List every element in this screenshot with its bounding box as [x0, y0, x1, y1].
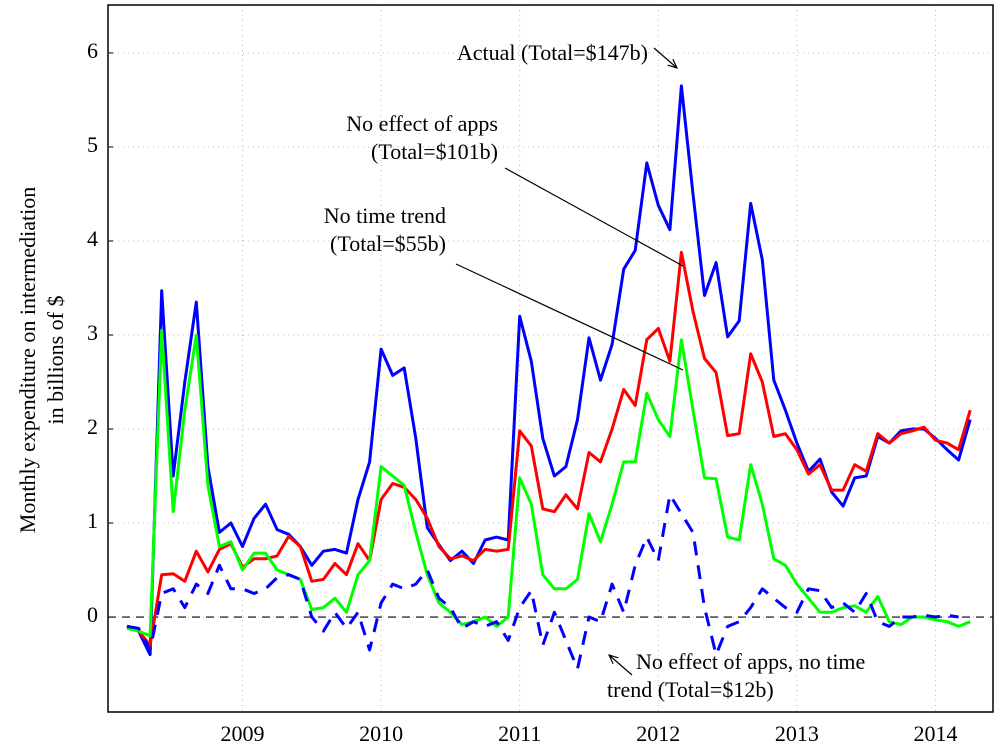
annotation: (Total=$101b) — [371, 139, 498, 164]
x-tick-label: 2014 — [914, 721, 958, 746]
y-tick-label: 3 — [87, 320, 98, 345]
x-tick-label: 2010 — [359, 721, 403, 746]
y-tick-label: 4 — [87, 226, 98, 251]
y-tick-label: 5 — [87, 132, 98, 157]
series-line — [126, 84, 972, 657]
y-tick-label: 0 — [87, 602, 98, 627]
labels: Monthly expenditure on intermediation in… — [15, 40, 865, 702]
grid — [108, 5, 993, 712]
annotation: No effect of apps — [346, 111, 498, 136]
annotation: No effect of apps, no time — [636, 649, 865, 674]
y-tick-label: 2 — [87, 414, 98, 439]
y-tick-label: 6 — [87, 38, 98, 63]
series-line — [126, 328, 971, 638]
series-line — [126, 250, 972, 647]
plot-frame — [107, 4, 994, 713]
annotation-arrow — [653, 47, 677, 68]
lines — [126, 84, 972, 671]
x-tick-label: 2009 — [221, 721, 265, 746]
annotation: No time trend — [324, 203, 446, 228]
x-tick-label: 2012 — [636, 721, 680, 746]
x-tick-label: 2011 — [498, 721, 541, 746]
annotation: trend (Total=$12b) — [607, 677, 774, 702]
y-tick-label: 1 — [87, 508, 98, 533]
annotation-line — [504, 167, 684, 267]
y-axis-label: Monthly expenditure on intermediation — [15, 187, 40, 533]
y-axis-label: in billions of $ — [43, 296, 68, 425]
annotation: Actual (Total=$147b) — [457, 40, 648, 65]
annotation-line — [455, 263, 684, 371]
annotation: (Total=$55b) — [330, 231, 446, 256]
annotation-arrow — [609, 655, 633, 676]
x-tick-label: 2013 — [775, 721, 819, 746]
